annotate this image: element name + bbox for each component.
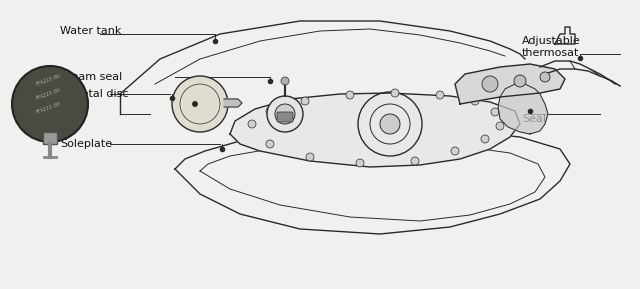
Text: FFA223-80: FFA223-80 [35, 73, 61, 87]
Circle shape [491, 108, 499, 116]
Text: Water tank: Water tank [60, 26, 122, 36]
Text: FFA223-80: FFA223-80 [35, 88, 61, 101]
Circle shape [248, 120, 256, 128]
Text: Seal: Seal [522, 114, 546, 124]
FancyBboxPatch shape [43, 132, 57, 144]
Circle shape [496, 122, 504, 130]
Polygon shape [498, 84, 548, 134]
Circle shape [482, 76, 498, 92]
Circle shape [306, 153, 314, 161]
Polygon shape [224, 99, 242, 107]
Circle shape [266, 140, 274, 148]
Text: thermosat: thermosat [522, 48, 579, 58]
Circle shape [380, 114, 400, 134]
Circle shape [281, 77, 289, 85]
Circle shape [192, 101, 198, 107]
Text: Bimetal disc: Bimetal disc [60, 89, 129, 99]
Circle shape [514, 75, 526, 87]
Text: Soleplate: Soleplate [60, 139, 112, 149]
Circle shape [356, 159, 364, 167]
Circle shape [266, 107, 274, 115]
FancyBboxPatch shape [277, 112, 293, 122]
Circle shape [267, 96, 303, 132]
Polygon shape [455, 64, 565, 104]
Circle shape [540, 72, 550, 82]
Circle shape [346, 91, 354, 99]
Circle shape [451, 147, 459, 155]
Circle shape [471, 97, 479, 105]
Text: Steam seal: Steam seal [60, 72, 122, 82]
Polygon shape [230, 93, 520, 167]
Circle shape [391, 89, 399, 97]
Text: FFA223-80: FFA223-80 [35, 101, 61, 115]
Circle shape [481, 135, 489, 143]
Circle shape [275, 104, 295, 124]
Circle shape [301, 97, 309, 105]
Text: Adjustable: Adjustable [522, 36, 580, 46]
Circle shape [436, 91, 444, 99]
Circle shape [12, 66, 88, 142]
Circle shape [172, 76, 228, 132]
Circle shape [411, 157, 419, 165]
